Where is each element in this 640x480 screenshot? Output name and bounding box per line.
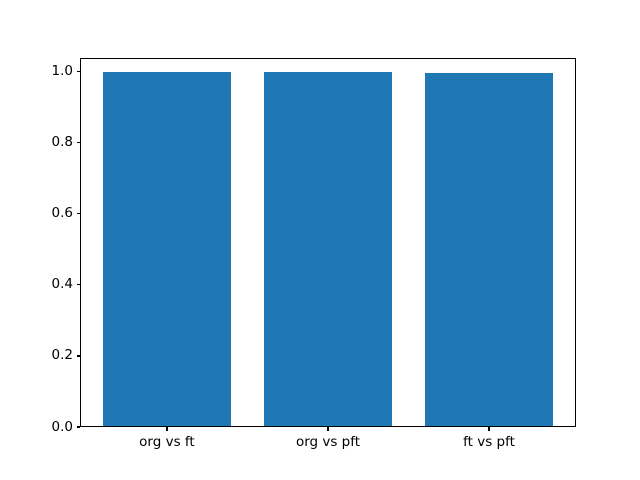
y-tick-label-1-0: 1.0 — [51, 63, 73, 80]
x-tick-label-ft-vs-pft: ft vs pft — [463, 433, 515, 450]
bar-ft-vs-pft — [424, 72, 554, 426]
y-tick-label-0-8: 0.8 — [51, 134, 73, 151]
x-tick-mark — [166, 427, 168, 431]
y-tick-label-0-6: 0.6 — [51, 205, 73, 222]
y-tick-label-0-4: 0.4 — [51, 276, 73, 293]
y-tick-mark — [76, 284, 80, 286]
bar-org-vs-pft — [263, 71, 393, 426]
plot-area — [80, 57, 576, 427]
y-tick-mark — [76, 355, 80, 357]
x-tick-label-org-vs-ft: org vs ft — [139, 433, 195, 450]
x-tick-mark — [327, 427, 329, 431]
bar-org-vs-ft — [102, 71, 232, 426]
y-tick-mark — [76, 71, 80, 73]
y-tick-mark — [76, 426, 80, 428]
x-tick-label-org-vs-pft: org vs pft — [295, 433, 361, 450]
y-tick-mark — [76, 213, 80, 215]
y-tick-label-0-0: 0.0 — [51, 418, 73, 435]
y-tick-label-0-2: 0.2 — [51, 347, 73, 364]
x-tick-mark — [488, 427, 490, 431]
y-tick-mark — [76, 142, 80, 144]
